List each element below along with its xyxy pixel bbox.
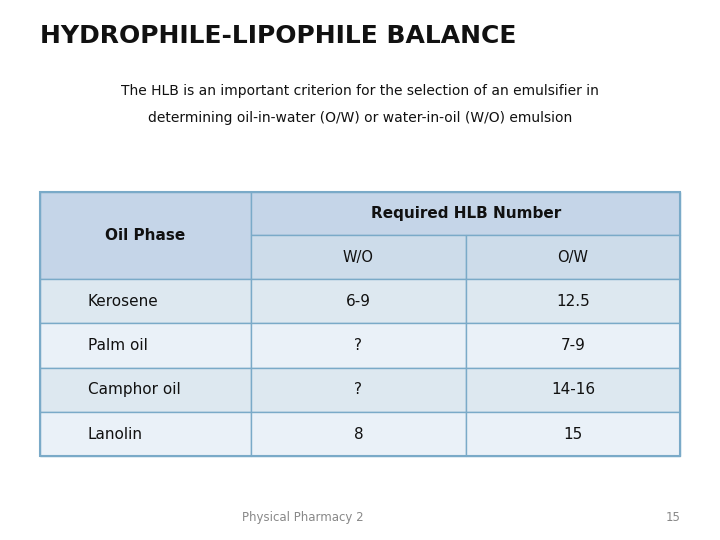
Text: The HLB is an important criterion for the selection of an emulsifier in: The HLB is an important criterion for th… [121,84,599,98]
Bar [251,235,466,279]
Bar [466,279,680,323]
Bar [251,412,466,456]
Bar [466,323,680,368]
Bar [40,323,251,368]
Text: 12.5: 12.5 [556,294,590,309]
Bar [466,235,680,279]
Text: 15: 15 [564,427,582,442]
Bar [251,192,680,235]
Bar [466,368,680,412]
Text: Lanolin: Lanolin [88,427,143,442]
Text: 7-9: 7-9 [561,338,585,353]
Text: determining oil-in-water (O/W) or water-in-oil (W/O) emulsion: determining oil-in-water (O/W) or water-… [148,111,572,125]
Text: Physical Pharmacy 2: Physical Pharmacy 2 [242,511,363,524]
Text: 14-16: 14-16 [551,382,595,397]
Bar [40,192,251,279]
Bar [40,368,251,412]
Text: Kerosene: Kerosene [88,294,158,309]
Text: 15: 15 [665,511,680,524]
Bar [251,279,466,323]
Bar [40,412,251,456]
Bar [251,368,466,412]
Text: ?: ? [354,382,362,397]
Text: HYDROPHILE-LIPOPHILE BALANCE: HYDROPHILE-LIPOPHILE BALANCE [40,24,516,48]
Bar [251,323,466,368]
Text: 6-9: 6-9 [346,294,371,309]
Bar [40,192,680,456]
Text: ?: ? [354,338,362,353]
Bar [466,412,680,456]
Text: Palm oil: Palm oil [88,338,148,353]
Text: Oil Phase: Oil Phase [105,228,186,243]
Bar [40,279,251,323]
Text: W/O: W/O [343,249,374,265]
Text: Required HLB Number: Required HLB Number [371,206,561,221]
Text: Camphor oil: Camphor oil [88,382,181,397]
Text: 8: 8 [354,427,363,442]
Text: O/W: O/W [557,249,588,265]
